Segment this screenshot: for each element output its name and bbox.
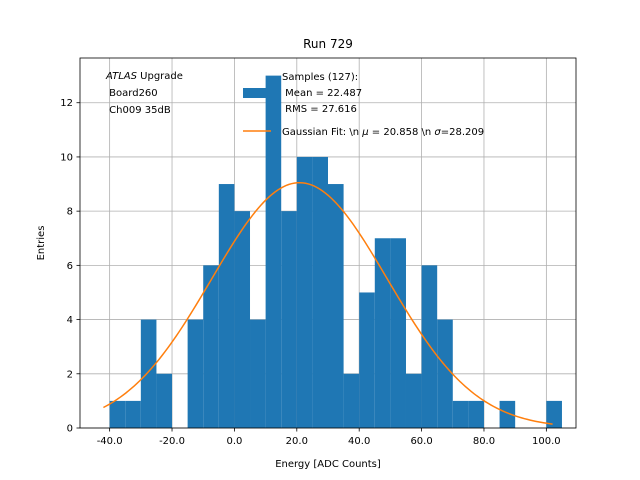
- histogram-bar: [546, 400, 562, 428]
- histogram-bar: [140, 319, 157, 428]
- histogram-bars: [109, 75, 562, 428]
- y-tick-label: 4: [67, 315, 73, 326]
- histogram-bar: [156, 373, 173, 428]
- x-tick-label: 0.0: [226, 436, 242, 447]
- histogram-bar: [390, 238, 406, 428]
- annotation-board: Board260: [106, 88, 158, 99]
- y-tick-label: 0: [67, 424, 73, 435]
- annotation-channel: Ch009 35dB: [106, 105, 171, 116]
- x-tick-label: -40.0: [97, 436, 123, 447]
- histogram-bar: [359, 292, 375, 428]
- x-tick-label: 20.0: [286, 436, 308, 447]
- x-tick-label: 100.0: [532, 436, 561, 447]
- histogram-bar: [187, 319, 204, 428]
- x-axis-ticks: -40.0 -20.0 0.0 20.0 40.0 60.0 80.0 100.0: [97, 428, 561, 447]
- histogram-bar: [250, 319, 266, 428]
- y-tick-label: 6: [67, 261, 73, 272]
- y-tick-label: 10: [60, 152, 73, 163]
- chart-title: Run 729: [303, 37, 353, 51]
- histogram-bar: [109, 400, 126, 428]
- histogram-bar: [281, 211, 297, 428]
- x-tick-label: 60.0: [410, 436, 432, 447]
- legend-hist-swatch: [243, 88, 271, 98]
- histogram-bar: [234, 211, 251, 428]
- histogram-bar: [405, 373, 422, 428]
- y-tick-label: 2: [67, 369, 73, 380]
- x-tick-label: 40.0: [348, 436, 370, 447]
- y-tick-label: 8: [67, 207, 73, 218]
- histogram-bar: [374, 238, 391, 428]
- histogram-bar: [296, 156, 313, 428]
- legend: Samples (127): Mean = 22.487 RMS = 27.61…: [243, 72, 484, 138]
- plot-frame: [79, 57, 577, 429]
- histogram-bar: [203, 265, 219, 428]
- histogram-bar: [265, 75, 282, 428]
- annotation-experiment: ATLAS Upgrade: [105, 71, 183, 82]
- histogram-bar: [452, 400, 469, 428]
- x-tick-label: 80.0: [473, 436, 495, 447]
- histogram-bar: [218, 184, 235, 428]
- gaussian-fit-curve: [103, 181, 553, 425]
- y-axis-ticks: 0 2 4 6 8 10 12: [60, 98, 80, 435]
- y-tick-label: 12: [60, 98, 73, 109]
- annotation-block: ATLAS Upgrade Board260 Ch009 35dB: [105, 71, 183, 116]
- histogram-bar: [312, 156, 328, 428]
- y-axis-label: Entries: [36, 226, 47, 261]
- histogram-bar: [499, 400, 516, 428]
- histogram-bar: [343, 373, 360, 428]
- legend-fit-label: Gaussian Fit: \n μ = 20.858 \n σ=28.209: [282, 127, 484, 138]
- histogram-bar: [468, 400, 484, 428]
- histogram-bar: [437, 319, 453, 428]
- legend-hist-line3: RMS = 27.616: [282, 104, 357, 115]
- legend-hist-line2: Mean = 22.487: [282, 88, 362, 99]
- x-tick-label: -20.0: [159, 436, 185, 447]
- x-axis-label: Energy [ADC Counts]: [275, 459, 381, 470]
- histogram-bar: [125, 400, 141, 428]
- legend-hist-line1: Samples (127):: [282, 72, 358, 83]
- histogram-bar: [328, 184, 344, 428]
- fit-curve-group: [103, 181, 553, 425]
